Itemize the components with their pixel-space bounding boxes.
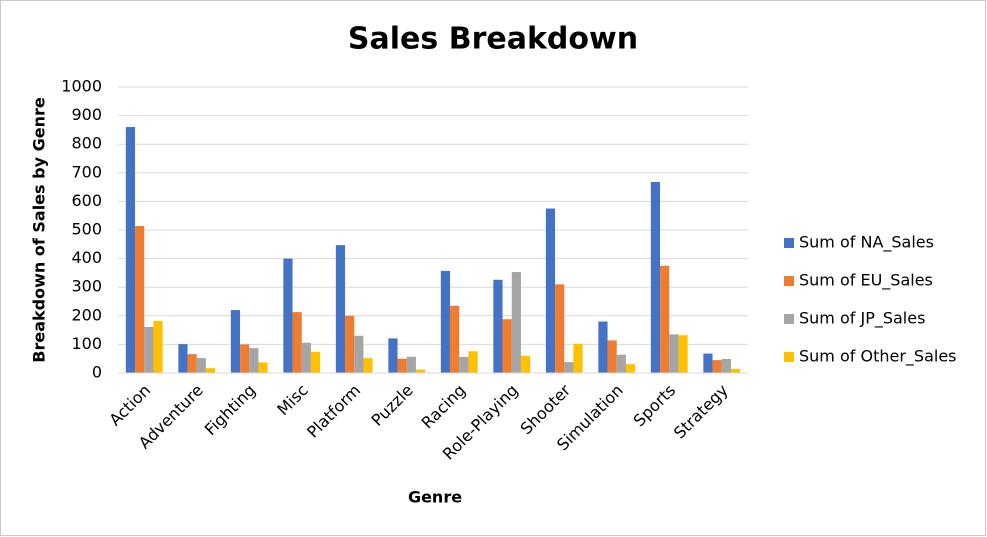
legend-label: Sum of JP_Sales — [799, 309, 925, 329]
y-tick-label: 900 — [71, 105, 102, 124]
bar — [650, 181, 661, 373]
bar — [545, 208, 556, 373]
y-axis-title: Breakdown of Sales by Genre — [30, 97, 49, 363]
bar — [397, 358, 407, 373]
bar — [363, 358, 373, 373]
bar — [511, 272, 521, 373]
bar — [703, 353, 713, 373]
bar — [135, 225, 145, 373]
bar — [258, 362, 268, 373]
bar — [598, 321, 608, 373]
bar — [144, 326, 154, 373]
bar — [573, 343, 583, 373]
bar — [388, 338, 398, 373]
bar — [335, 245, 346, 373]
bar — [555, 284, 565, 373]
y-tick-label: 600 — [71, 191, 102, 210]
bar — [440, 270, 451, 373]
y-tick-label: 300 — [71, 277, 102, 296]
bar — [450, 305, 460, 373]
bar — [345, 315, 355, 373]
bar — [187, 354, 197, 373]
bar — [415, 369, 426, 373]
bar — [178, 344, 188, 373]
bar — [354, 335, 364, 373]
y-tick-label: 0 — [92, 363, 102, 382]
bar — [502, 319, 512, 373]
legend-label: Sum of Other_Sales — [799, 347, 957, 367]
bar — [459, 356, 469, 373]
bar — [493, 279, 503, 373]
bar — [301, 342, 311, 373]
bar — [283, 258, 293, 373]
bar — [616, 354, 626, 373]
bar — [468, 351, 478, 373]
bar — [564, 362, 574, 373]
bar — [310, 351, 321, 373]
bar — [607, 340, 617, 373]
bar — [205, 368, 216, 373]
bar — [153, 320, 163, 373]
y-tick-label: 700 — [71, 162, 102, 181]
chart-title: Sales Breakdown — [348, 22, 638, 57]
bar — [721, 358, 731, 373]
bar — [712, 360, 722, 373]
bar — [625, 364, 636, 373]
y-tick-label: 200 — [71, 305, 102, 324]
bar — [249, 348, 259, 373]
bar — [406, 356, 416, 373]
bar — [730, 368, 741, 373]
bar — [125, 127, 136, 373]
y-tick-label: 1000 — [61, 77, 102, 96]
x-axis-title: Genre — [408, 488, 462, 507]
y-tick-label: 100 — [71, 334, 102, 353]
y-tick-label: 400 — [71, 248, 102, 267]
legend-swatch — [784, 238, 794, 248]
legend-label: Sum of NA_Sales — [799, 233, 934, 253]
bar — [292, 312, 302, 373]
bar — [660, 265, 670, 373]
y-tick-label: 800 — [71, 134, 102, 153]
legend-swatch — [784, 352, 794, 362]
legend-label: Sum of EU_Sales — [799, 271, 933, 291]
bar — [230, 310, 241, 373]
bar — [669, 334, 679, 373]
bar — [240, 344, 250, 373]
bar — [678, 335, 688, 373]
legend-swatch — [784, 314, 794, 324]
y-tick-label: 500 — [71, 220, 102, 239]
bar — [196, 358, 206, 373]
bar — [520, 355, 531, 373]
legend-swatch — [784, 276, 794, 286]
